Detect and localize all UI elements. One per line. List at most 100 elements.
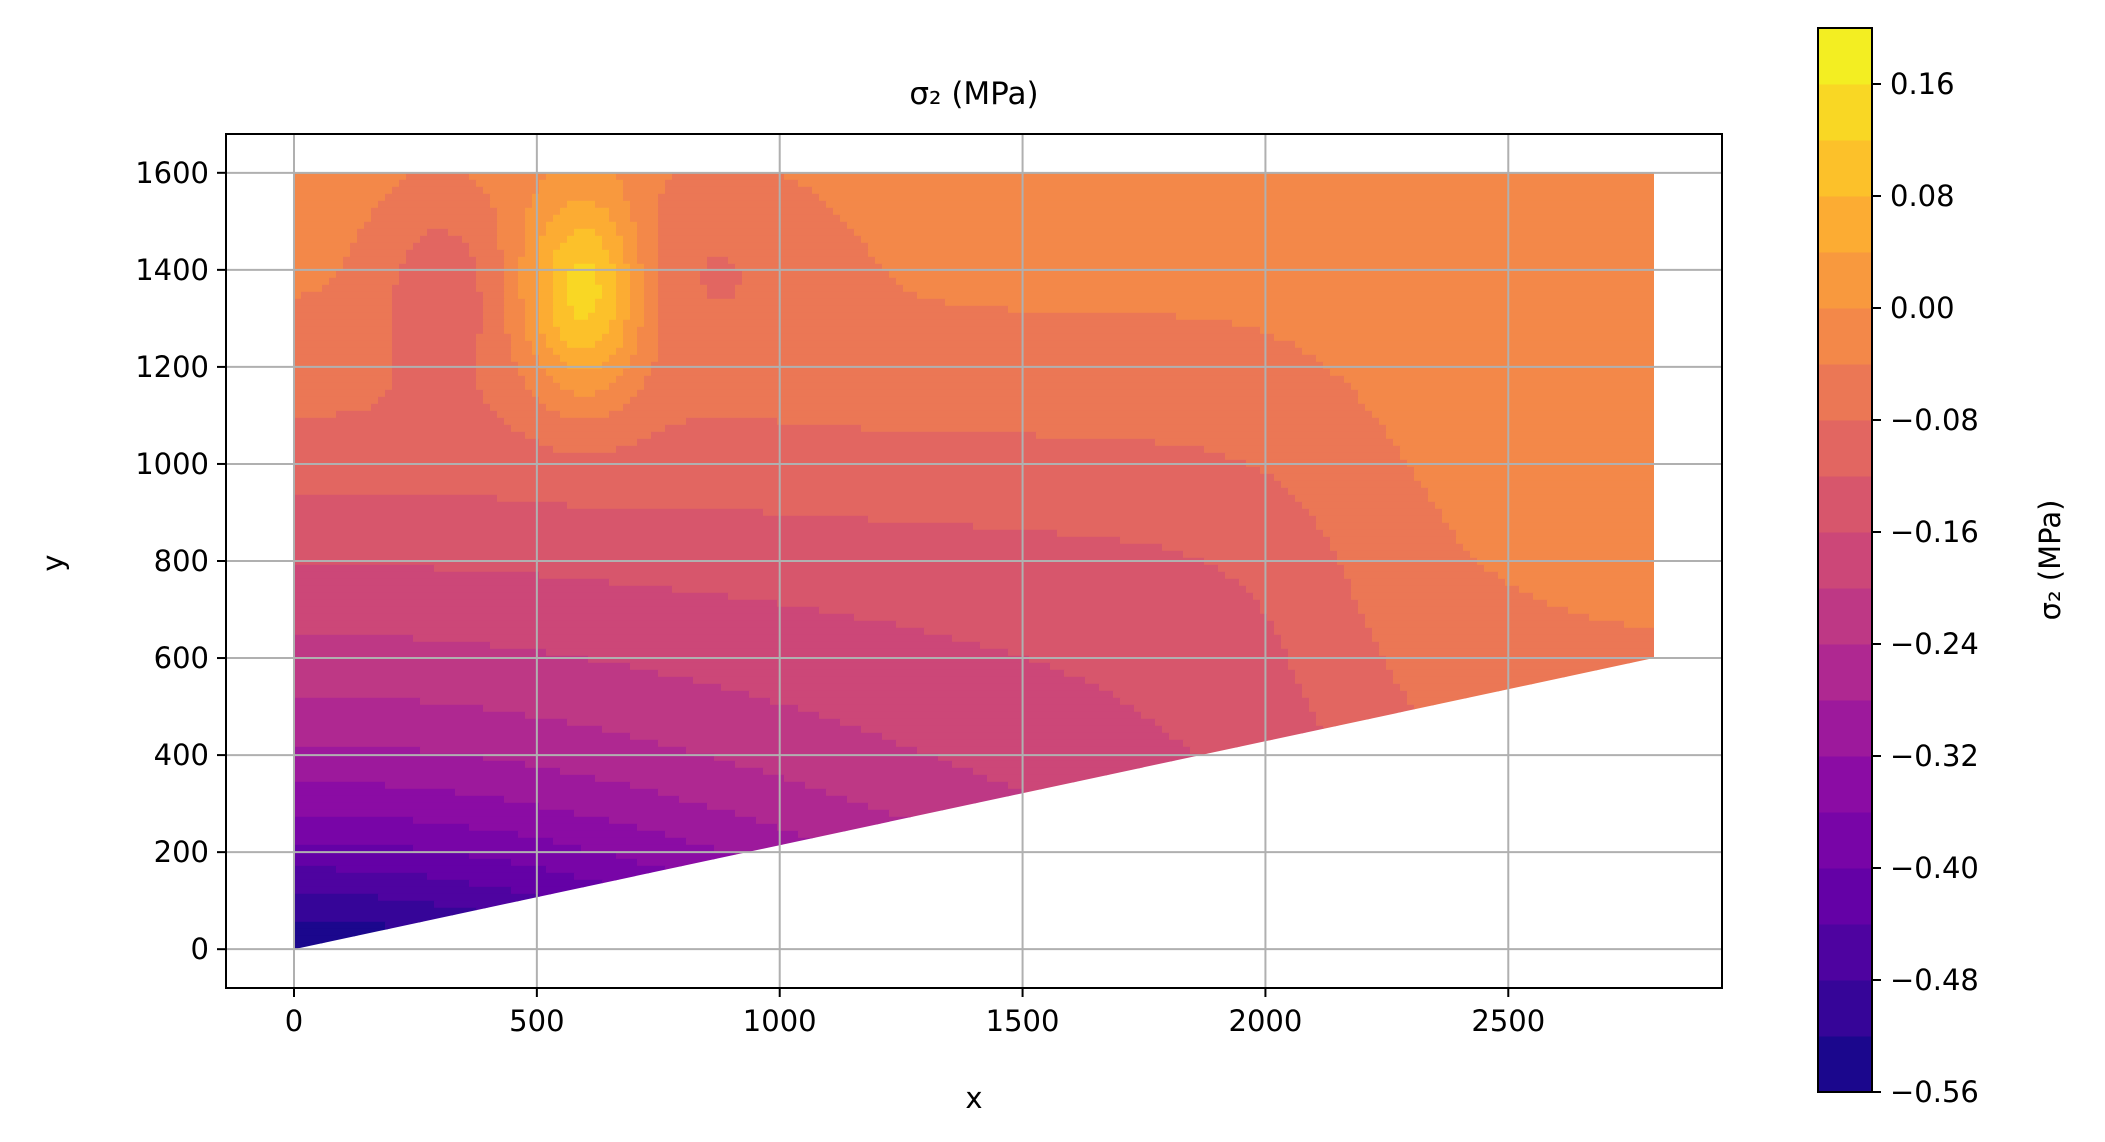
contour-cell [553, 263, 575, 272]
contour-cell [539, 277, 554, 286]
colorbar-band [1818, 140, 1872, 197]
contour-cell [434, 900, 568, 909]
contour-cell [413, 634, 953, 643]
contour-cell [1323, 725, 1443, 734]
contour-cell [1533, 592, 1654, 601]
contour-cell [1442, 515, 1654, 524]
contour-cell [868, 515, 1317, 524]
contour-cell [539, 893, 652, 902]
contour-cell [637, 256, 659, 265]
contour-cell [497, 221, 526, 230]
contour-cell [392, 298, 484, 307]
contour-cell [560, 326, 610, 335]
contour-cell [1218, 564, 1345, 573]
contour-cell [1071, 809, 1268, 818]
x-tick-label: 1500 [986, 1004, 1060, 1038]
contour-cell [294, 662, 631, 671]
contour-cell [1421, 480, 1654, 489]
contour-cell [294, 193, 386, 202]
contour-cell [777, 599, 1261, 608]
contour-cell [875, 256, 1654, 265]
contour-cell [1435, 501, 1654, 510]
contour-cell [1372, 634, 1654, 643]
contour-cell [630, 361, 652, 370]
contour-cell [392, 186, 484, 195]
colorbar-tick-label: 0.00 [1890, 291, 1955, 325]
contour-cell [1008, 648, 1289, 657]
contour-cell [504, 417, 687, 426]
colorbar-band [1818, 756, 1872, 813]
contour-cell [525, 326, 540, 335]
contour-cell [294, 711, 526, 720]
contour-cell [1337, 550, 1471, 559]
contour-cell [525, 298, 540, 307]
contour-cell [623, 249, 638, 258]
contour-cell [294, 928, 428, 937]
contour-cell [420, 697, 771, 706]
contour-cell [777, 865, 897, 874]
contour-cell [1575, 872, 1654, 881]
contour-cell [1456, 529, 1654, 538]
contour-cell [294, 186, 393, 195]
contour-cell [1288, 823, 1429, 832]
contour-cell [1029, 655, 1289, 664]
contour-cell [294, 501, 568, 510]
contour-cell [1428, 823, 1654, 832]
contour-cell [658, 305, 1009, 314]
contour-cell [1225, 879, 1373, 888]
contour-cell [1337, 858, 1527, 867]
contour-cell [1547, 767, 1654, 776]
contour-cell [966, 837, 1142, 846]
contour-cell [1176, 312, 1654, 321]
contour-cell [735, 291, 918, 300]
contour-cell [784, 172, 1654, 181]
contour-cell [294, 914, 505, 923]
contour-cell [1246, 585, 1352, 594]
contour-cell [546, 865, 666, 874]
contour-cell [294, 655, 589, 664]
contour-cell [1358, 389, 1654, 398]
contour-cell [630, 298, 645, 307]
contour-cell [1057, 802, 1261, 811]
x-tick-label: 1000 [743, 1004, 817, 1038]
contour-cell [392, 284, 477, 293]
contour-cell [784, 774, 988, 783]
contour-cell [357, 228, 428, 237]
contour-cell [1085, 676, 1296, 685]
contour-cell [868, 802, 1058, 811]
contour-cell [294, 872, 428, 881]
contour-cell [329, 277, 400, 286]
contour-cell [525, 333, 547, 342]
contour-cell [574, 389, 596, 398]
colorbar-band [1818, 980, 1872, 1037]
contour-cell [630, 277, 645, 286]
contour-cell [658, 333, 1275, 342]
contour-cell [476, 179, 540, 188]
colorbar-band [1818, 868, 1872, 925]
contour-cell [455, 935, 568, 944]
contour-cell [721, 683, 1100, 692]
contour-cell [392, 326, 484, 335]
contour-cell [798, 872, 918, 881]
contour-cell [294, 242, 351, 251]
contour-cell [1372, 879, 1604, 888]
contour-cell [294, 228, 358, 237]
contour-cell [805, 781, 1009, 790]
contour-cell [1414, 466, 1654, 475]
x-tick-label: 0 [285, 1004, 303, 1038]
contour-cell [567, 270, 596, 279]
contour-cell [602, 242, 624, 251]
contour-cell [700, 270, 743, 279]
contour-cell [294, 417, 505, 426]
contour-cell [294, 494, 498, 503]
contour-cell [735, 263, 883, 272]
contour-cell [539, 242, 561, 251]
contour-cell [1400, 893, 1653, 902]
contour-cell [294, 179, 400, 188]
contour-cell [406, 249, 470, 258]
contour-cell [1288, 648, 1380, 657]
contour-cell [1057, 529, 1324, 538]
contour-cell [504, 298, 526, 307]
contour-cell [294, 277, 330, 286]
contour-cell [483, 305, 505, 314]
